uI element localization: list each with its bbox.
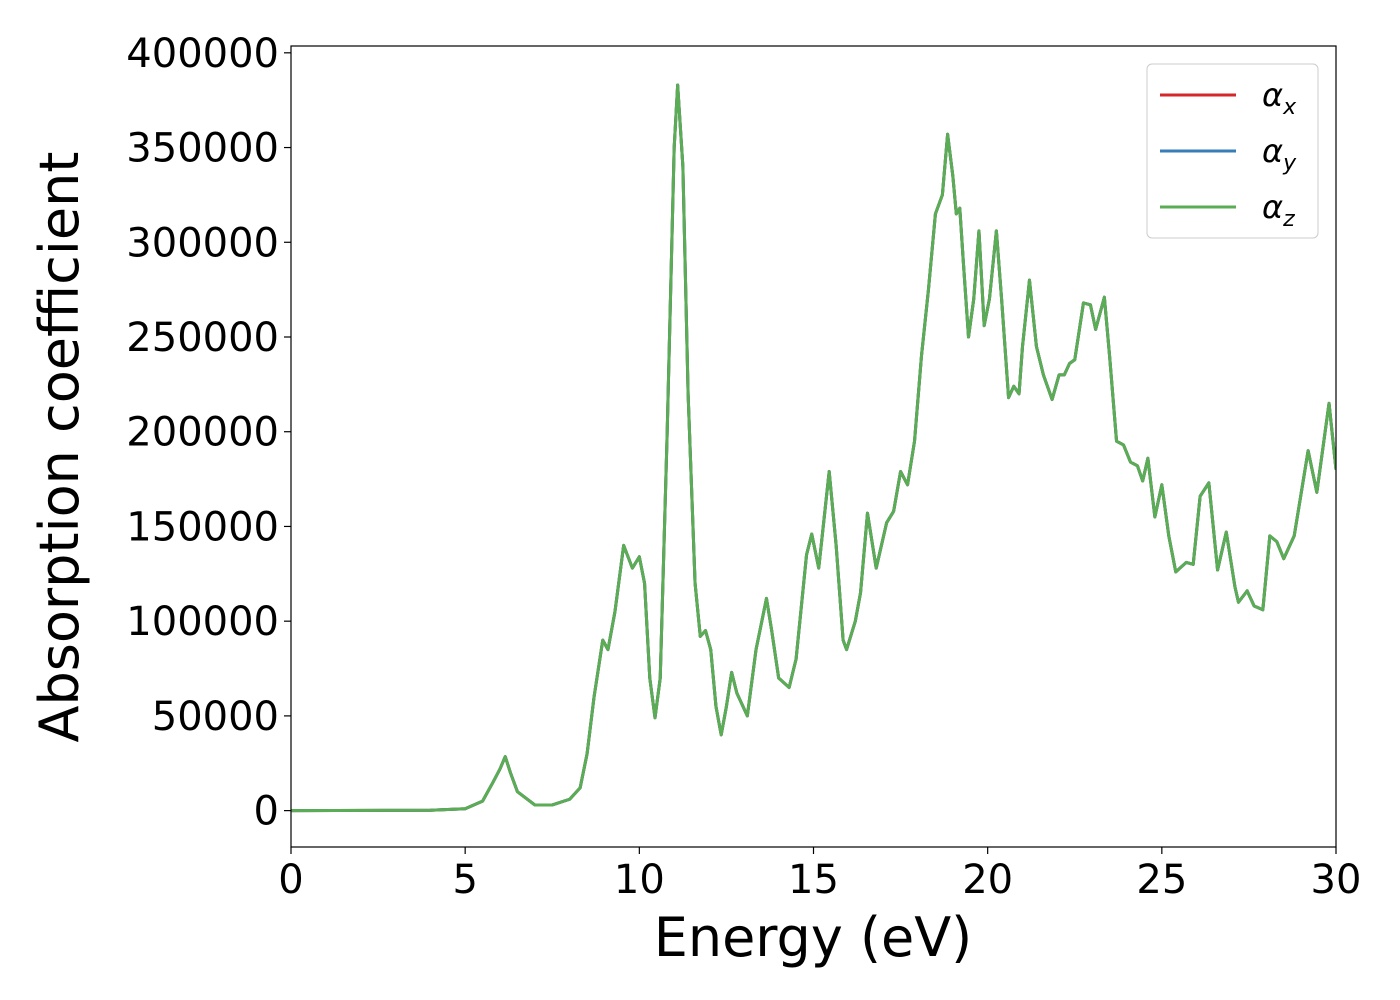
series-line xyxy=(291,83,1336,813)
legend-label: αx xyxy=(1262,76,1297,120)
x-tick-label: 30 xyxy=(1311,857,1362,903)
y-tick-label: 0 xyxy=(254,789,279,835)
y-tick-label: 150000 xyxy=(126,504,279,550)
legend-label: αz xyxy=(1262,188,1295,232)
plot-frame xyxy=(290,45,1337,848)
x-tick-label: 20 xyxy=(962,857,1013,903)
y-tick-label: 300000 xyxy=(126,220,279,266)
x-axis-label: Energy (eV) xyxy=(654,906,973,969)
y-tick-label: 100000 xyxy=(126,599,279,645)
y-tick-label: 350000 xyxy=(126,126,279,172)
y-tick-label: 250000 xyxy=(126,315,279,361)
x-tick-label: 25 xyxy=(1136,857,1187,903)
y-tick-label: 50000 xyxy=(152,694,279,740)
x-tick-label: 10 xyxy=(614,857,665,903)
x-tick-label: 15 xyxy=(788,857,839,903)
y-axis-label: Absorption coefficient xyxy=(28,152,91,743)
legend-label: αy xyxy=(1262,132,1297,176)
y-tick-label: 400000 xyxy=(126,31,279,77)
x-tick-label: 0 xyxy=(278,857,303,903)
y-tick-label: 200000 xyxy=(126,410,279,456)
x-tick-label: 5 xyxy=(452,857,477,903)
